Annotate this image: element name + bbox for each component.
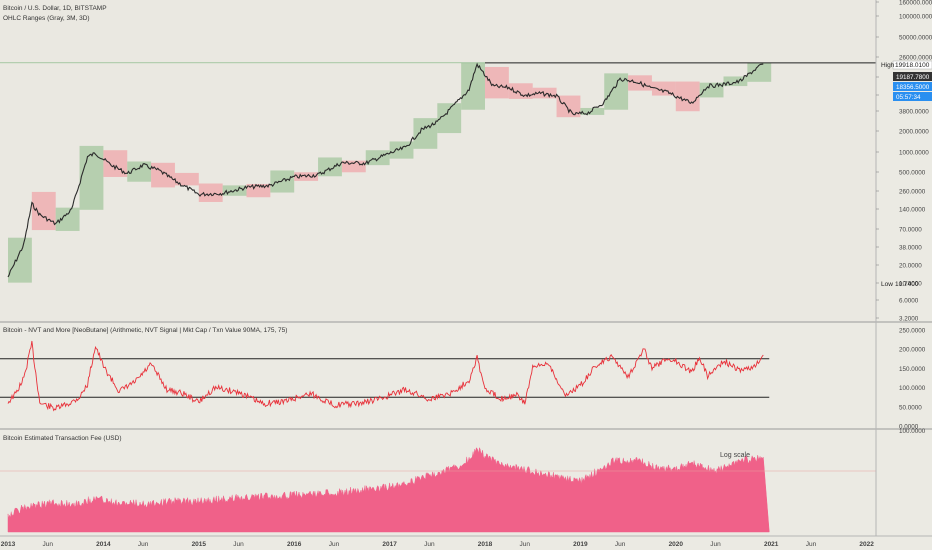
- ohlc-range-box-5: [127, 161, 152, 182]
- low-label: Low: [881, 281, 893, 288]
- nvt-panel-title: Bitcoin - NVT and More [NeoButane] (Arit…: [3, 327, 287, 334]
- nvt-y-axis[interactable]: 250.0000 200.0000 150.0000 100.0000 50.0000 0…: [899, 328, 926, 431]
- nvt-tick-label: 250.0000: [899, 328, 926, 335]
- price-tag-0: 19187.7800: [896, 74, 930, 81]
- price-panel-bg: [0, 0, 876, 322]
- price-tick-label: 38.0000: [899, 245, 922, 252]
- ohlc-range-box-13: [318, 157, 342, 177]
- ohlc-range-box-18: [437, 103, 462, 134]
- price-tag-1: 18356.5000: [896, 84, 930, 91]
- x-tick-label: 2015: [192, 541, 207, 548]
- x-tick-label: Jun: [138, 541, 149, 548]
- fee-area: [7, 446, 770, 533]
- ohlc-range-box-29: [699, 82, 724, 98]
- nvt-tick-label: 100.0000: [899, 385, 926, 392]
- ohlc-range-box-19: [461, 62, 485, 110]
- low-value: 10.7400: [895, 281, 919, 288]
- price-tick-label: 26000.0000: [899, 55, 932, 62]
- price-series: [7, 62, 764, 278]
- ohlc-range-box-15: [365, 150, 390, 166]
- ohlc-range-box-31: [747, 62, 772, 82]
- ohlc-range-box-8: [198, 183, 223, 202]
- price-tick-label: 140.0000: [899, 207, 926, 214]
- x-tick-label: Jun: [424, 541, 435, 548]
- nvt-tick-label: 200.0000: [899, 347, 926, 354]
- x-tick-label: Jun: [520, 541, 531, 548]
- x-tick-label: Jun: [233, 541, 244, 548]
- price-line: [7, 62, 764, 278]
- x-tick-label: 2013: [1, 541, 16, 548]
- fee-y-axis[interactable]: 100.0000: [899, 428, 926, 435]
- price-tick-label: 3.2000: [899, 316, 919, 323]
- x-tick-label: 2014: [96, 541, 111, 548]
- price-tick-label: 20.0000: [899, 263, 922, 270]
- x-tick-label: 2019: [573, 541, 588, 548]
- nvt-signal-line: [7, 340, 764, 412]
- price-tick-label: 70.0000: [899, 227, 922, 234]
- price-tick-label: 6.0000: [899, 298, 919, 305]
- ohlc-range-box-27: [651, 81, 676, 96]
- x-tick-label: Jun: [806, 541, 817, 548]
- x-tick-label: 2022: [859, 541, 874, 548]
- price-tick-label: 2000.0000: [899, 129, 929, 136]
- ohlc-range-box-28: [675, 81, 700, 112]
- ohlc-range-box-14: [341, 160, 366, 173]
- price-tag-box-0: [893, 72, 932, 81]
- ohlc-range-box-7: [174, 172, 199, 186]
- x-tick-label: Jun: [43, 541, 54, 548]
- price-tick-label: 50000.0000: [899, 35, 932, 42]
- x-tick-label: Jun: [329, 541, 340, 548]
- time-x-axis[interactable]: 2013 Jun 2014 Jun 2015 Jun 2016 Jun 2017 Jun 2018 J…: [1, 541, 874, 548]
- x-tick-label: 2016: [287, 541, 302, 548]
- high-label: High: [881, 62, 895, 69]
- fee-series: [0, 446, 876, 533]
- price-tick-label: 500.0000: [899, 170, 926, 177]
- nvt-series: [7, 340, 764, 412]
- ohlc-range-box-3: [79, 145, 104, 210]
- nvt-tick-label: 0.0000: [899, 424, 919, 431]
- nvt-tick-label: 150.0000: [899, 366, 926, 373]
- ohlc-range-box-30: [723, 76, 748, 87]
- x-tick-label: Jun: [615, 541, 626, 548]
- high-value-box: [892, 60, 932, 70]
- ohlc-range-box-17: [413, 118, 438, 149]
- x-tick-label: 2018: [478, 541, 493, 548]
- x-tick-label: Jun: [710, 541, 721, 548]
- high-value: 19918.0100: [895, 62, 930, 69]
- ohlc-range-box-23: [556, 95, 581, 118]
- ohlc-range-box-11: [270, 170, 295, 193]
- price-tag-box-2: [893, 92, 932, 101]
- ohlc-range-box-25: [604, 73, 629, 110]
- fee-tick-label: 100.0000: [899, 428, 926, 435]
- fee-log-scale-annotation: Log scale: [720, 452, 750, 459]
- ohlc-range-box-22: [532, 87, 557, 99]
- price-panel-title: Bitcoin / U.S. Dollar, 1D, BITSTAMP: [3, 5, 107, 12]
- ohlc-range-box-2: [55, 207, 80, 231]
- fee-panel-title: Bitcoin Estimated Transaction Fee (USD): [3, 435, 122, 442]
- x-tick-label: 2020: [669, 541, 684, 548]
- ohlc-range-box-20: [485, 66, 509, 99]
- price-tag-box-1: [893, 82, 932, 91]
- price-tick-label: 1000.0000: [899, 150, 929, 157]
- price-tick-label: 100000.0000: [899, 14, 932, 21]
- ohlc-range-box-21: [508, 83, 533, 99]
- price-tick-label: 160000.0000: [899, 0, 932, 7]
- x-tick-label: 2017: [382, 541, 397, 548]
- price-tags: 19187.7800 18356.5000 05:57:34 19918.0100: [892, 60, 932, 101]
- price-tag-2: 05:57:34: [896, 94, 921, 101]
- price-panel-subtitle: OHLC Ranges (Gray, 3M, 3D): [3, 15, 90, 22]
- ohlc-range-box-4: [103, 150, 128, 177]
- x-tick-label: 2021: [764, 541, 779, 548]
- nvt-tick-label: 50.0000: [899, 404, 922, 411]
- price-tick-label: 260.0000: [899, 189, 926, 196]
- ohlc-range-box-6: [151, 162, 175, 188]
- price-tick-label: 3800.0000: [899, 109, 929, 116]
- price-tick-label: 10.0000: [899, 281, 922, 288]
- ohlc-range-box-0: [8, 237, 32, 283]
